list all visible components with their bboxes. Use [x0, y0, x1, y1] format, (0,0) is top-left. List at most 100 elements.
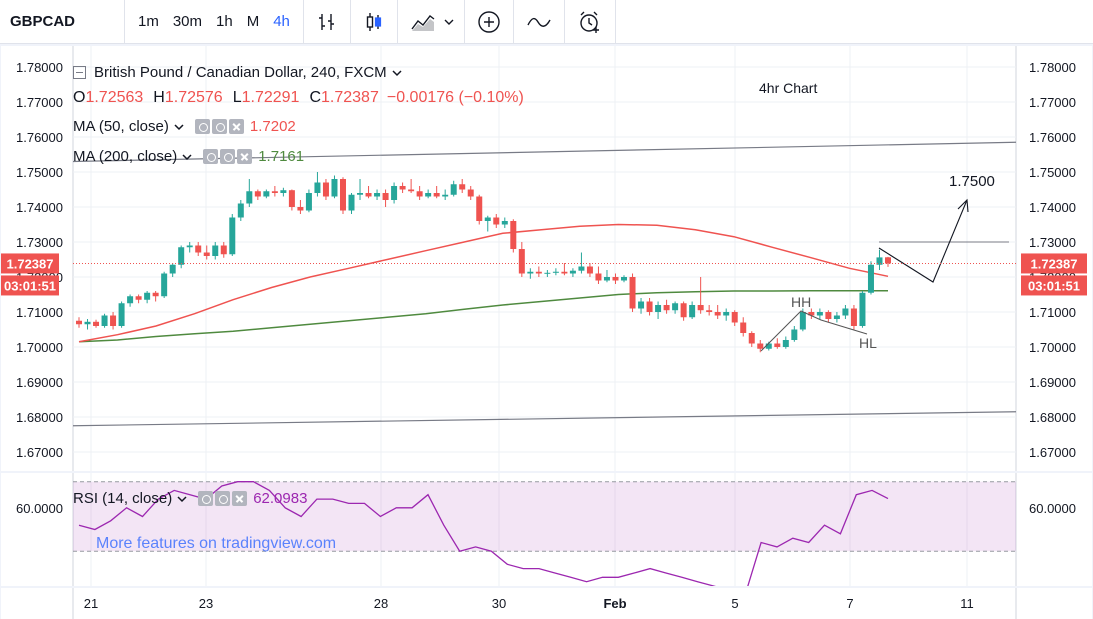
- rsi-panel[interactable]: 60.0000 60.0000 RSI (14, close) 62.0983 M…: [1, 473, 1092, 586]
- indicators-button[interactable]: [514, 0, 565, 44]
- eye-icon[interactable]: [198, 491, 214, 506]
- top-toolbar: GBPCAD 1m 30m 1h M 4h: [0, 0, 1093, 44]
- close-icon[interactable]: [237, 149, 253, 164]
- candle: [578, 252, 585, 274]
- swing-drawing[interactable]: [760, 310, 868, 352]
- chart-style-dropdown[interactable]: [442, 0, 465, 44]
- timeframe-m-button[interactable]: M: [246, 13, 260, 30]
- timeframe-4h-button[interactable]: 4h: [273, 13, 290, 30]
- candle: [195, 242, 202, 256]
- close-value: 1.72387: [321, 89, 379, 106]
- ma50-controls: [194, 119, 244, 134]
- chevron-down-icon[interactable]: [391, 69, 403, 77]
- candles-style-button[interactable]: [351, 0, 398, 44]
- close-icon[interactable]: [228, 119, 244, 134]
- alert-button[interactable]: [565, 0, 616, 44]
- change-value: −0.00176 (−0.10%): [386, 89, 524, 106]
- candle: [808, 308, 815, 319]
- candle: [357, 179, 364, 200]
- chevron-down-icon[interactable]: [181, 153, 193, 161]
- watermark-link[interactable]: More features on tradingview.com: [96, 535, 337, 552]
- close-icon[interactable]: [232, 491, 248, 506]
- chevron-down-icon: [444, 19, 454, 25]
- candle: [493, 214, 500, 228]
- eye-icon[interactable]: [203, 149, 219, 164]
- gear-icon[interactable]: [220, 149, 236, 164]
- low-value: 1.72291: [241, 89, 300, 106]
- collapse-legend-button[interactable]: [73, 66, 86, 79]
- candle: [365, 186, 372, 199]
- area-style-button[interactable]: [398, 0, 442, 44]
- candle: [288, 189, 295, 211]
- time-tick-label: 11: [960, 596, 974, 611]
- rsi-controls: [198, 491, 248, 506]
- last-price-badge-left: [1, 253, 59, 274]
- eye-icon[interactable]: [194, 119, 210, 134]
- ma200-controls: [203, 149, 253, 164]
- time-tick-label: Feb: [603, 596, 626, 611]
- candle: [433, 186, 440, 199]
- hh-label: HH: [791, 294, 811, 310]
- countdown-badge-right: [1021, 275, 1087, 296]
- candle: [552, 268, 559, 276]
- candle: [748, 331, 755, 347]
- candle: [348, 193, 355, 214]
- price-tick-label-left: 1.70000: [16, 340, 63, 355]
- price-chart-panel[interactable]: 1.78000 1.77000 1.76000 1.75000 1.74000 1.730…: [1, 46, 1092, 471]
- candle: [774, 338, 781, 349]
- price-tick-label-right: 1.70000: [1029, 340, 1076, 355]
- price-tick-label-right: 1.74000: [1029, 200, 1076, 215]
- gear-icon[interactable]: [211, 119, 227, 134]
- timeframe-1m-button[interactable]: 1m: [138, 13, 159, 30]
- candle: [621, 275, 628, 283]
- timeframe-1h-button[interactable]: 1h: [216, 13, 233, 30]
- candle: [723, 308, 730, 321]
- symbol-search[interactable]: GBPCAD: [0, 0, 125, 44]
- price-tick-label-left: 1.73000: [16, 235, 63, 250]
- candle: [876, 249, 883, 270]
- indicator-wave-icon: [527, 17, 551, 27]
- timeframe-30m-button[interactable]: 30m: [172, 13, 203, 30]
- price-chart[interactable]: 1.78000 1.77000 1.76000 1.75000 1.74000 1.730…: [1, 46, 1092, 471]
- open-value: 1.72563: [85, 89, 144, 106]
- candle: [229, 214, 236, 256]
- price-tick-label-left: 1.74000: [16, 200, 63, 215]
- compare-button[interactable]: [465, 0, 514, 44]
- candle: [76, 317, 82, 328]
- price-tick-label-right: 1.77000: [1029, 95, 1076, 110]
- rsi-value: 62.0983: [253, 490, 308, 507]
- candle: [110, 312, 117, 330]
- candle: [646, 298, 653, 316]
- price-tick-label-left: 1.75000: [16, 165, 63, 180]
- rsi-band: [73, 481, 1016, 552]
- last-price-badge-right: [1021, 253, 1087, 274]
- open-label: O: [73, 89, 86, 106]
- time-tick-label: 23: [199, 596, 213, 611]
- candle: [791, 326, 798, 342]
- candle: [612, 273, 619, 284]
- rsi-legend[interactable]: RSI (14, close) 62.0983: [73, 490, 307, 507]
- rsi-chart[interactable]: 60.0000 60.0000: [1, 473, 1092, 586]
- price-tick-label-right: 1.76000: [1029, 130, 1076, 145]
- chevron-down-icon[interactable]: [176, 495, 188, 503]
- ma200-legend[interactable]: MA (200, close) 1.7161: [73, 148, 304, 165]
- candle: [391, 182, 398, 204]
- price-tick-label-left: 1.78000: [16, 60, 63, 75]
- candle: [825, 310, 832, 323]
- candles-icon: [366, 12, 382, 31]
- arrow-head-icon: [957, 198, 969, 213]
- projection-path[interactable]: [878, 199, 968, 283]
- candle: [305, 189, 312, 213]
- ma50-legend[interactable]: MA (50, close) 1.7202: [73, 118, 296, 135]
- chevron-down-icon[interactable]: [173, 123, 185, 131]
- bar-style-button[interactable]: [304, 0, 351, 44]
- candle: [442, 189, 449, 200]
- price-tick-label-left: 1.76000: [16, 130, 63, 145]
- gear-icon[interactable]: [215, 491, 231, 506]
- candle: [280, 187, 287, 197]
- lower-channel-trendline[interactable]: [72, 411, 1017, 427]
- candle: [663, 299, 670, 314]
- candle: [569, 268, 576, 277]
- time-axis[interactable]: 21 23 28 30 Feb 5 7 11: [1, 588, 1092, 619]
- candle: [339, 177, 346, 214]
